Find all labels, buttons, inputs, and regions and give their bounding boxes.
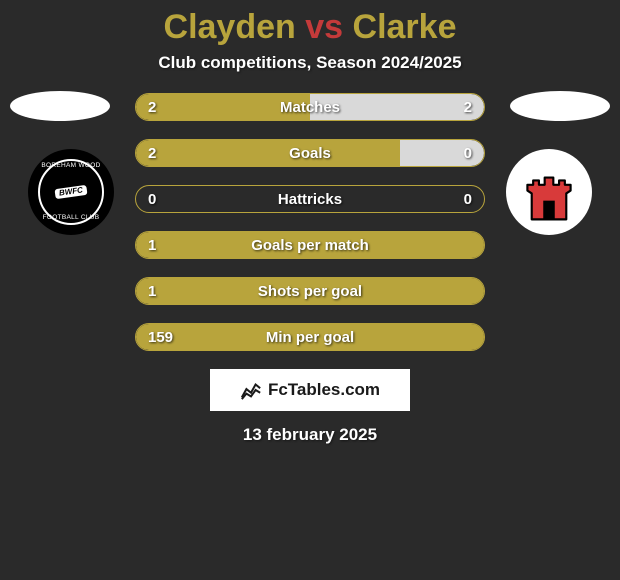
stat-bar-fill-right [310,94,484,120]
branding-text: FcTables.com [268,380,380,400]
player-photo-placeholder-left [10,91,110,121]
stat-bar-fill-left [136,324,484,350]
comparison-card: Clayden vs Clarke Club competitions, Sea… [0,0,620,580]
page-title: Clayden vs Clarke [0,8,620,47]
crest-left-center-text: BWFC [54,185,87,199]
subtitle: Club competitions, Season 2024/2025 [0,53,620,73]
club-crest-left: BOREHAM WOOD BWFC FOOTBALL CLUB [28,149,114,235]
castle-icon [513,156,585,228]
stat-bars: 22Matches 20Goals 0 0Hattricks 1Goals per ma… [135,91,485,351]
stat-bar-fill-left [136,278,484,304]
date-label: 13 february 2025 [0,425,620,445]
stat-bar-fill-left [136,140,400,166]
stat-bar-row: 1Goals per match [135,231,485,259]
title-vs: vs [305,8,343,46]
stat-bar-fill-left [136,232,484,258]
stat-value-right: 0 [464,186,472,212]
stat-value-left: 0 [148,186,156,212]
stat-bar-row: 0 0Hattricks [135,185,485,213]
crest-left-top-text: BOREHAM WOOD [41,163,100,170]
chart-icon [240,379,262,401]
club-crest-left-inner: BOREHAM WOOD BWFC FOOTBALL CLUB [38,159,104,225]
title-player-right: Clarke [353,8,457,46]
branding-badge: FcTables.com [210,369,410,411]
stat-bar-row: 159Min per goal [135,323,485,351]
stat-bar-row: 1Shots per goal [135,277,485,305]
player-photo-placeholder-right [510,91,610,121]
chart-area: BOREHAM WOOD BWFC FOOTBALL CLUB 22Matche… [0,91,620,351]
club-crest-right [506,149,592,235]
title-player-left: Clayden [164,8,296,46]
stat-bar-row: 22Matches [135,93,485,121]
stat-bar-fill-left [136,94,310,120]
stat-bar-row: 20Goals [135,139,485,167]
stat-label: Hattricks [136,186,484,212]
stat-bar-fill-right [400,140,484,166]
crest-left-bottom-text: FOOTBALL CLUB [43,215,100,222]
